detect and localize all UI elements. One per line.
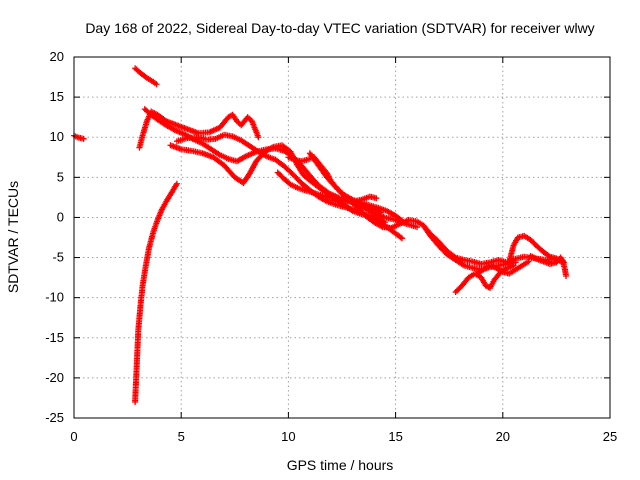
data-point xyxy=(80,135,87,142)
y-tick-label: 5 xyxy=(57,169,64,184)
series-arc-13 xyxy=(452,262,517,296)
data-series xyxy=(71,65,570,405)
data-point xyxy=(414,224,421,231)
series-arc-2 xyxy=(132,180,180,405)
x-tick-label: 0 xyxy=(70,429,77,444)
series-arc-16 xyxy=(527,252,567,267)
y-tick-label: -10 xyxy=(45,290,64,305)
data-point xyxy=(373,195,380,202)
series-arc-12 xyxy=(420,222,519,273)
data-point xyxy=(255,134,262,141)
data-point xyxy=(563,273,570,280)
data-point xyxy=(153,81,160,88)
data-point xyxy=(512,259,519,266)
x-tick-label: 5 xyxy=(178,429,185,444)
series-arc-15 xyxy=(506,232,570,280)
y-tick-label: -20 xyxy=(45,370,64,385)
y-axis-label: SDTVAR / TECUs xyxy=(5,181,21,293)
y-tick-label: -15 xyxy=(45,330,64,345)
y-tick-labels: 20 15 10 5 0 -5 -10 -15 -20 -25 xyxy=(45,49,64,425)
x-axis-label: GPS time / hours xyxy=(287,457,394,473)
marker xyxy=(397,234,404,241)
series-arc-10 xyxy=(306,150,406,224)
series-arc-14 xyxy=(474,258,532,277)
data-point xyxy=(560,259,567,266)
data-point xyxy=(525,258,532,265)
grid xyxy=(74,57,610,418)
marker xyxy=(286,180,293,187)
y-tick-label: 20 xyxy=(50,49,64,64)
data-point xyxy=(510,262,517,269)
y-tick-label: -25 xyxy=(45,410,64,425)
chart-title: Day 168 of 2022, Sidereal Day-to-day VTE… xyxy=(85,20,594,36)
y-tick-label: 10 xyxy=(50,129,64,144)
series-arc-7 xyxy=(167,142,388,226)
data-point xyxy=(173,180,180,187)
x-tick-label: 20 xyxy=(496,429,510,444)
x-tick-labels: 0 5 10 15 20 25 xyxy=(70,429,617,444)
data-point xyxy=(399,235,406,242)
x-tick-label: 25 xyxy=(603,429,617,444)
series-arc-3 xyxy=(132,65,160,88)
y-tick-label: -5 xyxy=(52,250,64,265)
x-tick-label: 15 xyxy=(388,429,402,444)
x-tick-label: 10 xyxy=(281,429,295,444)
y-tick-label: 0 xyxy=(57,209,64,224)
y-tick-label: 15 xyxy=(50,89,64,104)
plot-frame xyxy=(73,56,611,419)
